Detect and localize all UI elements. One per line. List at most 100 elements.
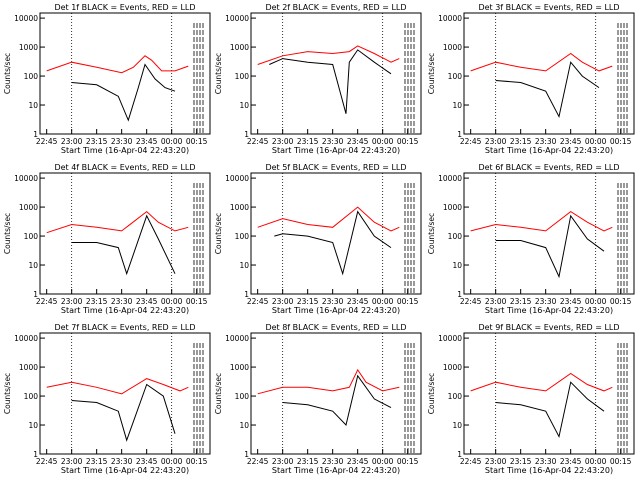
x-tick-label: 23:30	[535, 457, 557, 466]
x-tick-label: 00:15	[397, 297, 419, 306]
y-tick-label: 10	[28, 421, 38, 430]
x-tick-label: 00:00	[372, 137, 394, 146]
x-tick-label: 23:15	[510, 297, 532, 306]
plot-frame	[39, 12, 211, 135]
chart-title: Det 4f BLACK = Events, RED = LLD	[54, 163, 195, 172]
x-tick-label: 23:00	[272, 457, 294, 466]
x-tick-label: 00:00	[372, 297, 394, 306]
y-tick-label: 10000	[438, 14, 462, 23]
y-tick-label: 100	[448, 392, 463, 401]
series-line-events	[71, 214, 176, 276]
series-line-lld	[257, 45, 400, 65]
x-tick-label: 23:45	[347, 137, 369, 146]
chart-title: Det 3f BLACK = Events, RED = LLD	[478, 3, 619, 12]
x-axis-label: Start Time (16-Apr-04 22:43:20)	[485, 306, 613, 315]
y-tick-label: 100	[235, 72, 250, 81]
x-tick-label: 00:15	[186, 297, 208, 306]
x-tick-label: 23:15	[510, 137, 532, 146]
x-tick-label: 00:15	[610, 457, 632, 466]
y-tick-label: 100	[448, 232, 463, 241]
series-line-events	[282, 374, 392, 427]
x-tick-label: 23:30	[535, 297, 557, 306]
x-tick-label: 22:45	[460, 297, 482, 306]
x-tick-label: 23:15	[510, 457, 532, 466]
y-tick-label: 1000	[230, 203, 249, 212]
y-tick-label: 1	[457, 290, 462, 299]
y-tick-label: 1	[244, 290, 249, 299]
x-tick-label: 00:15	[610, 297, 632, 306]
x-tick-label: 23:00	[61, 297, 83, 306]
y-tick-label: 1000	[19, 203, 38, 212]
y-axis-label: Counts/sec	[3, 373, 12, 414]
y-tick-label: 1000	[443, 203, 462, 212]
series-line-lld	[257, 206, 400, 232]
y-tick-label: 10000	[225, 174, 249, 183]
y-tick-label: 1	[457, 450, 462, 459]
series-line-events	[274, 210, 392, 276]
x-axis-label: Start Time (16-Apr-04 22:43:20)	[61, 306, 189, 315]
y-tick-label: 1	[244, 130, 249, 139]
y-axis-label: Counts/sec	[214, 213, 223, 254]
y-tick-label: 1000	[443, 43, 462, 52]
x-tick-label: 22:45	[247, 297, 269, 306]
y-axis-label: Counts/sec	[427, 213, 436, 254]
y-axis-label: Counts/sec	[3, 213, 12, 254]
y-tick-label: 10	[28, 261, 38, 270]
series-line-events	[71, 63, 176, 122]
y-tick-label: 100	[448, 72, 463, 81]
y-tick-label: 1000	[230, 363, 249, 372]
x-tick-label: 23:45	[347, 457, 369, 466]
x-tick-label: 23:15	[86, 137, 108, 146]
x-axis-label: Start Time (16-Apr-04 22:43:20)	[272, 306, 400, 315]
x-axis-label: Start Time (16-Apr-04 22:43:20)	[272, 146, 400, 155]
x-tick-label: 00:15	[397, 457, 419, 466]
y-tick-label: 10	[239, 261, 249, 270]
y-tick-label: 10	[452, 261, 462, 270]
plot-frame	[463, 332, 635, 455]
x-tick-label: 00:15	[610, 137, 632, 146]
x-tick-label: 23:00	[61, 137, 83, 146]
y-tick-label: 10	[28, 101, 38, 110]
x-axis-label: Start Time (16-Apr-04 22:43:20)	[485, 466, 613, 475]
y-axis-label: Counts/sec	[427, 53, 436, 94]
y-axis-label: Counts/sec	[214, 53, 223, 94]
y-tick-label: 100	[24, 232, 39, 241]
y-tick-label: 10	[239, 101, 249, 110]
y-tick-label: 100	[235, 232, 250, 241]
x-tick-label: 22:45	[36, 297, 58, 306]
series-line-lld	[46, 378, 189, 395]
y-tick-label: 10000	[438, 334, 462, 343]
x-tick-label: 00:15	[186, 457, 208, 466]
x-tick-label: 00:00	[585, 297, 607, 306]
x-tick-label: 23:45	[347, 297, 369, 306]
x-tick-label: 23:00	[485, 137, 507, 146]
chart-title: Det 2f BLACK = Events, RED = LLD	[265, 3, 406, 12]
x-tick-label: 23:45	[136, 457, 158, 466]
x-tick-label: 23:45	[560, 137, 582, 146]
y-tick-label: 10000	[438, 174, 462, 183]
y-tick-label: 10000	[14, 174, 38, 183]
y-tick-label: 1	[244, 450, 249, 459]
y-tick-label: 1	[33, 450, 38, 459]
x-tick-label: 23:30	[111, 457, 133, 466]
x-tick-label: 23:15	[86, 457, 108, 466]
y-tick-label: 1000	[230, 43, 249, 52]
x-tick-label: 23:30	[111, 297, 133, 306]
x-tick-label: 23:15	[297, 137, 319, 146]
plot-frame	[463, 172, 635, 295]
x-tick-label: 00:15	[186, 137, 208, 146]
x-tick-label: 23:30	[322, 297, 344, 306]
plot-frame	[463, 12, 635, 135]
x-tick-label: 00:00	[585, 137, 607, 146]
y-tick-label: 1000	[19, 43, 38, 52]
x-tick-label: 00:00	[585, 457, 607, 466]
x-tick-label: 23:00	[272, 297, 294, 306]
x-axis-label: Start Time (16-Apr-04 22:43:20)	[485, 146, 613, 155]
x-tick-label: 00:15	[397, 137, 419, 146]
chart-title: Det 9f BLACK = Events, RED = LLD	[478, 323, 619, 332]
plot-frame	[39, 172, 211, 295]
series-line-lld	[470, 210, 613, 232]
series-line-events	[495, 61, 600, 119]
